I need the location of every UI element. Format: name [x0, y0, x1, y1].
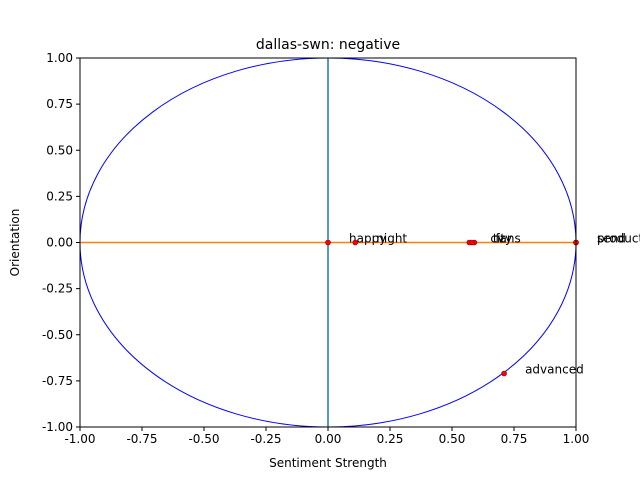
x-tick-label: 0.25: [377, 432, 404, 446]
point-label: city: [490, 232, 512, 246]
y-tick-label: -0.25: [42, 282, 73, 296]
chart-title: dallas-swn: negative: [256, 37, 400, 53]
y-tick-label: 0.25: [46, 189, 73, 203]
y-tick-label: -0.50: [42, 328, 73, 342]
point-label: tv: [493, 232, 505, 246]
point-label: send: [597, 232, 626, 246]
x-axis: -1.00 -0.75 -0.50 -0.25 0.00 0.25 0.50 0.75 1.00: [64, 427, 589, 446]
point-label: fans: [495, 232, 520, 246]
data-point: [469, 239, 475, 246]
y-axis-label: Orientation: [8, 209, 22, 277]
x-tick-label: -0.25: [250, 432, 281, 446]
x-tick-label: 1.00: [563, 432, 590, 446]
x-tick-label: -1.00: [64, 432, 95, 446]
data-point: [352, 239, 359, 246]
x-tick-label: 0.50: [439, 432, 466, 446]
x-tick-label: -0.75: [126, 432, 157, 446]
point-label: advanced: [525, 362, 584, 376]
x-axis-label: Sentiment Strength: [269, 456, 387, 470]
data-point: [501, 370, 507, 377]
y-axis: -1.00 -0.75 -0.50 -0.25 0.00 0.25 0.50 0.75 1.00: [42, 51, 80, 434]
y-tick-label: 0.75: [46, 97, 73, 111]
x-tick-label: -0.50: [188, 432, 219, 446]
y-tick-label: 0.00: [46, 236, 73, 250]
point-label: night: [376, 232, 407, 246]
y-tick-label: -1.00: [42, 420, 73, 434]
y-tick-label: 1.00: [46, 51, 73, 65]
data-point: [325, 239, 331, 246]
x-tick-label: 0.75: [501, 432, 528, 446]
y-tick-label: -0.75: [42, 374, 73, 388]
y-tick-label: 0.50: [46, 143, 73, 157]
x-tick-label: 0.00: [315, 432, 342, 446]
point-label: happy: [349, 232, 386, 246]
point-label: product: [597, 232, 640, 246]
